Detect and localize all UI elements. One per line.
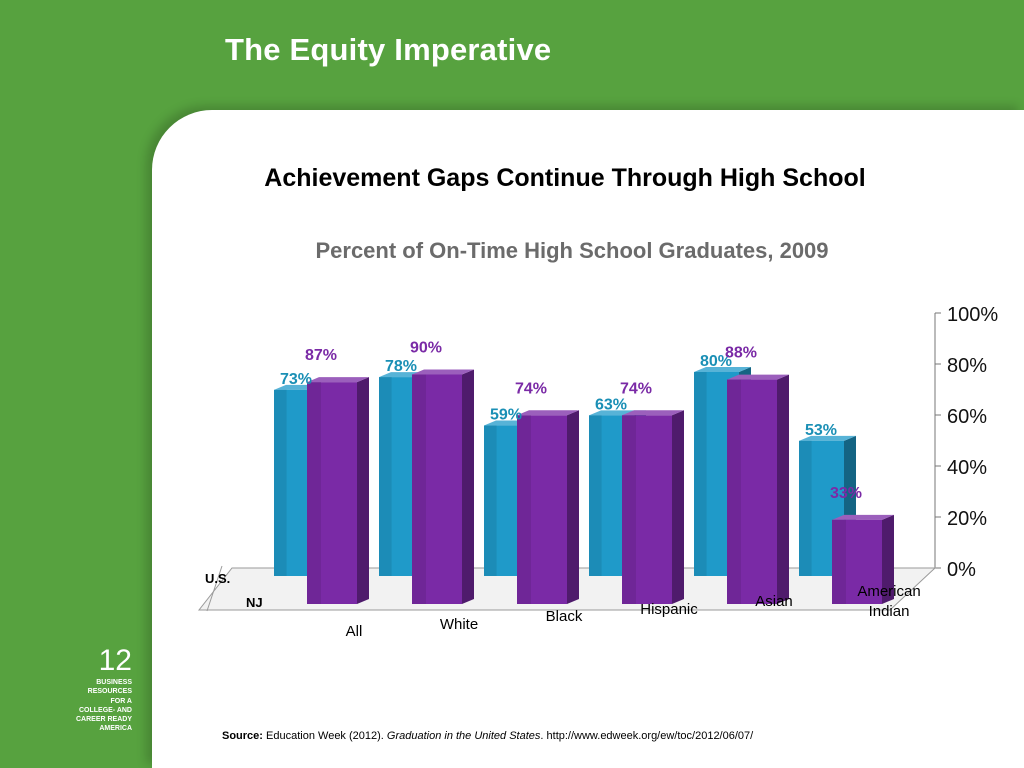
nj-bar-side [777,374,789,604]
source-text: Education Week (2012). [266,730,384,742]
category-label: American [857,583,920,600]
category-label: All [346,623,363,640]
category-label: White [440,616,478,633]
source-url[interactable]: http://www.edweek.org/ew/toc/2012/06/07/ [546,730,754,742]
nj-bar-shade [622,415,636,604]
source-period: . [540,730,544,742]
nj-bar-shade [307,382,321,604]
series-label-nj: NJ [246,595,263,610]
nj-bar-top [622,410,684,416]
org-label-line: FOR A [110,697,132,705]
us-data-label: 63% [595,396,627,413]
us-bar-shade [484,425,497,576]
us-bar-shade [274,389,287,576]
nj-data-label: 90% [410,340,442,357]
us-data-label: 73% [280,371,312,388]
category-label: Black [546,608,583,625]
y-tick-label: 80% [947,355,987,377]
series-label-us: U.S. [205,571,230,586]
nj-bar-top [727,374,789,380]
us-data-label: 80% [700,353,732,370]
category-label: Indian [869,603,910,620]
nj-data-label: 74% [620,380,652,397]
nj-bar-side [672,410,684,604]
us-data-label: 59% [490,407,522,424]
slide-title: The Equity Imperative [225,32,552,67]
nj-bar-shade [412,374,426,604]
org-label-line: RESOURCES [87,688,132,696]
nj-bar-side [882,514,894,604]
y-tick-label: 100% [947,304,998,326]
us-bar-top [694,367,751,372]
us-bar-shade [379,377,392,576]
y-tick-label: 20% [947,508,987,530]
source-publication: Graduation in the United States [386,730,541,742]
category-label: Asian [755,593,793,610]
nj-bar-shade [832,519,846,604]
us-bar-shade [799,440,812,576]
us-bar-shade [589,415,602,576]
y-tick-label: 40% [947,457,987,479]
nj-bar-shade [517,415,531,604]
y-tick-label: 60% [947,406,987,428]
nj-bar-top [412,369,474,375]
nj-bar-side [357,377,369,604]
nj-bar-side [567,410,579,604]
page-number: 12 [98,644,132,677]
us-data-label: 53% [805,422,837,439]
org-label-line: BUSINESS [96,679,132,686]
category-label: Hispanic [640,601,698,618]
org-label-line: AMERICA [99,725,132,733]
nj-bar-top [307,377,369,383]
us-data-label: 78% [385,358,417,375]
nj-data-label: 74% [515,380,547,397]
nj-data-label: 88% [725,345,757,362]
us-bar-shade [694,372,707,576]
nj-bar-shade [727,379,741,604]
nj-bar-top [517,410,579,416]
depth-axis-line [206,565,223,612]
org-label-line: COLLEGE- AND [78,706,132,714]
us-bar-top [799,435,856,441]
nj-data-label: 87% [305,347,337,364]
slide-headline: Achievement Gaps Continue Through High S… [264,164,866,192]
source-citation: Source: Education Week (2012). Graduatio… [222,730,753,742]
org-label: BUSINESS RESOURCES FOR A COLLEGE- AND CA… [50,678,132,734]
nj-bar-top [832,514,894,520]
y-tick-label: 0% [947,559,976,581]
nj-data-label: 33% [830,485,862,502]
source-label: Source: [222,730,263,742]
org-label-line: CAREER READY [75,716,132,724]
chart-title: Percent of On-Time High School Graduates… [315,238,829,263]
nj-bar-side [462,369,474,604]
